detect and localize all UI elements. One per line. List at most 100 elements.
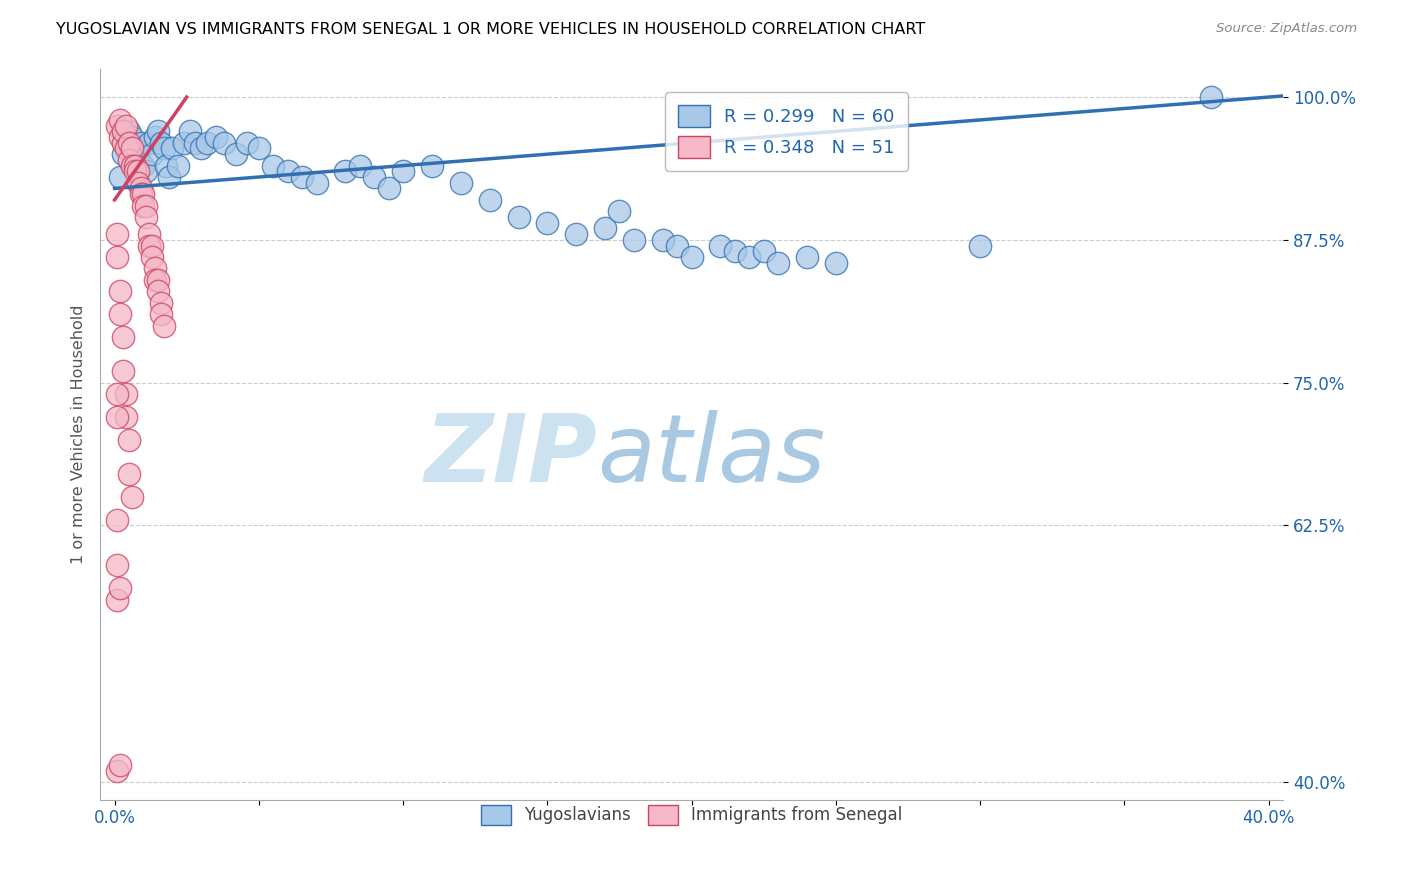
Point: [118, 136, 141, 150]
Point: [141, 147, 163, 161]
Point: [121, 159, 143, 173]
Point: [141, 238, 163, 252]
Point: [107, 558, 129, 573]
Point: [152, 318, 174, 333]
Point: [135, 210, 157, 224]
Point: [107, 387, 129, 401]
Point: [107, 119, 129, 133]
Point: [127, 164, 149, 178]
Point: [124, 159, 146, 173]
Point: [149, 136, 172, 150]
Point: [135, 198, 157, 212]
Point: [110, 758, 132, 772]
Point: [212, 136, 235, 150]
Point: [110, 285, 132, 299]
Point: [796, 250, 818, 264]
Point: [124, 141, 146, 155]
Point: [115, 119, 138, 133]
Point: [152, 141, 174, 155]
Point: [129, 136, 152, 150]
Point: [179, 124, 201, 138]
Y-axis label: 1 or more Vehicles in Household: 1 or more Vehicles in Household: [72, 304, 86, 564]
Point: [129, 187, 152, 202]
Point: [335, 164, 357, 178]
Point: [118, 153, 141, 167]
Point: [118, 124, 141, 138]
Point: [121, 130, 143, 145]
Point: [195, 136, 218, 150]
Point: [666, 238, 689, 252]
Text: atlas: atlas: [598, 410, 825, 501]
Point: [146, 124, 169, 138]
Point: [132, 198, 155, 212]
Point: [110, 169, 132, 184]
Point: [1199, 90, 1222, 104]
Point: [204, 130, 226, 145]
Point: [162, 141, 184, 155]
Point: [536, 216, 558, 230]
Point: [236, 136, 259, 150]
Point: [132, 187, 155, 202]
Point: [146, 285, 169, 299]
Point: [115, 409, 138, 424]
Point: [127, 176, 149, 190]
Point: [107, 592, 129, 607]
Point: [420, 159, 443, 173]
Point: [969, 238, 991, 252]
Point: [121, 490, 143, 504]
Point: [132, 159, 155, 173]
Point: [262, 159, 284, 173]
Text: ZIP: ZIP: [425, 410, 598, 502]
Point: [146, 273, 169, 287]
Point: [112, 124, 135, 138]
Point: [277, 164, 299, 178]
Point: [291, 169, 314, 184]
Point: [110, 112, 132, 127]
Point: [766, 255, 789, 269]
Point: [138, 136, 160, 150]
Point: [184, 136, 207, 150]
Point: [149, 295, 172, 310]
Point: [825, 255, 848, 269]
Point: [167, 159, 190, 173]
Text: YUGOSLAVIAN VS IMMIGRANTS FROM SENEGAL 1 OR MORE VEHICLES IN HOUSEHOLD CORRELATI: YUGOSLAVIAN VS IMMIGRANTS FROM SENEGAL 1…: [56, 22, 925, 37]
Text: Source: ZipAtlas.com: Source: ZipAtlas.com: [1216, 22, 1357, 36]
Point: [247, 141, 270, 155]
Point: [724, 244, 747, 259]
Point: [651, 233, 673, 247]
Point: [127, 153, 149, 167]
Point: [363, 169, 385, 184]
Point: [141, 250, 163, 264]
Point: [115, 141, 138, 155]
Point: [135, 164, 157, 178]
Point: [118, 433, 141, 447]
Point: [110, 581, 132, 595]
Point: [107, 227, 129, 241]
Point: [609, 204, 631, 219]
Point: [173, 136, 195, 150]
Point: [107, 764, 129, 778]
Legend: Yugoslavians, Immigrants from Senegal: Yugoslavians, Immigrants from Senegal: [471, 795, 912, 835]
Point: [110, 130, 132, 145]
Point: [110, 307, 132, 321]
Point: [107, 513, 129, 527]
Point: [349, 159, 371, 173]
Point: [112, 136, 135, 150]
Point: [593, 221, 616, 235]
Point: [305, 176, 328, 190]
Point: [565, 227, 588, 241]
Point: [112, 364, 135, 378]
Point: [118, 467, 141, 481]
Point: [107, 409, 129, 424]
Point: [138, 227, 160, 241]
Point: [149, 307, 172, 321]
Point: [450, 176, 472, 190]
Point: [225, 147, 247, 161]
Point: [143, 273, 166, 287]
Point: [157, 169, 180, 184]
Point: [115, 387, 138, 401]
Point: [190, 141, 212, 155]
Point: [738, 250, 761, 264]
Point: [623, 233, 645, 247]
Point: [752, 244, 775, 259]
